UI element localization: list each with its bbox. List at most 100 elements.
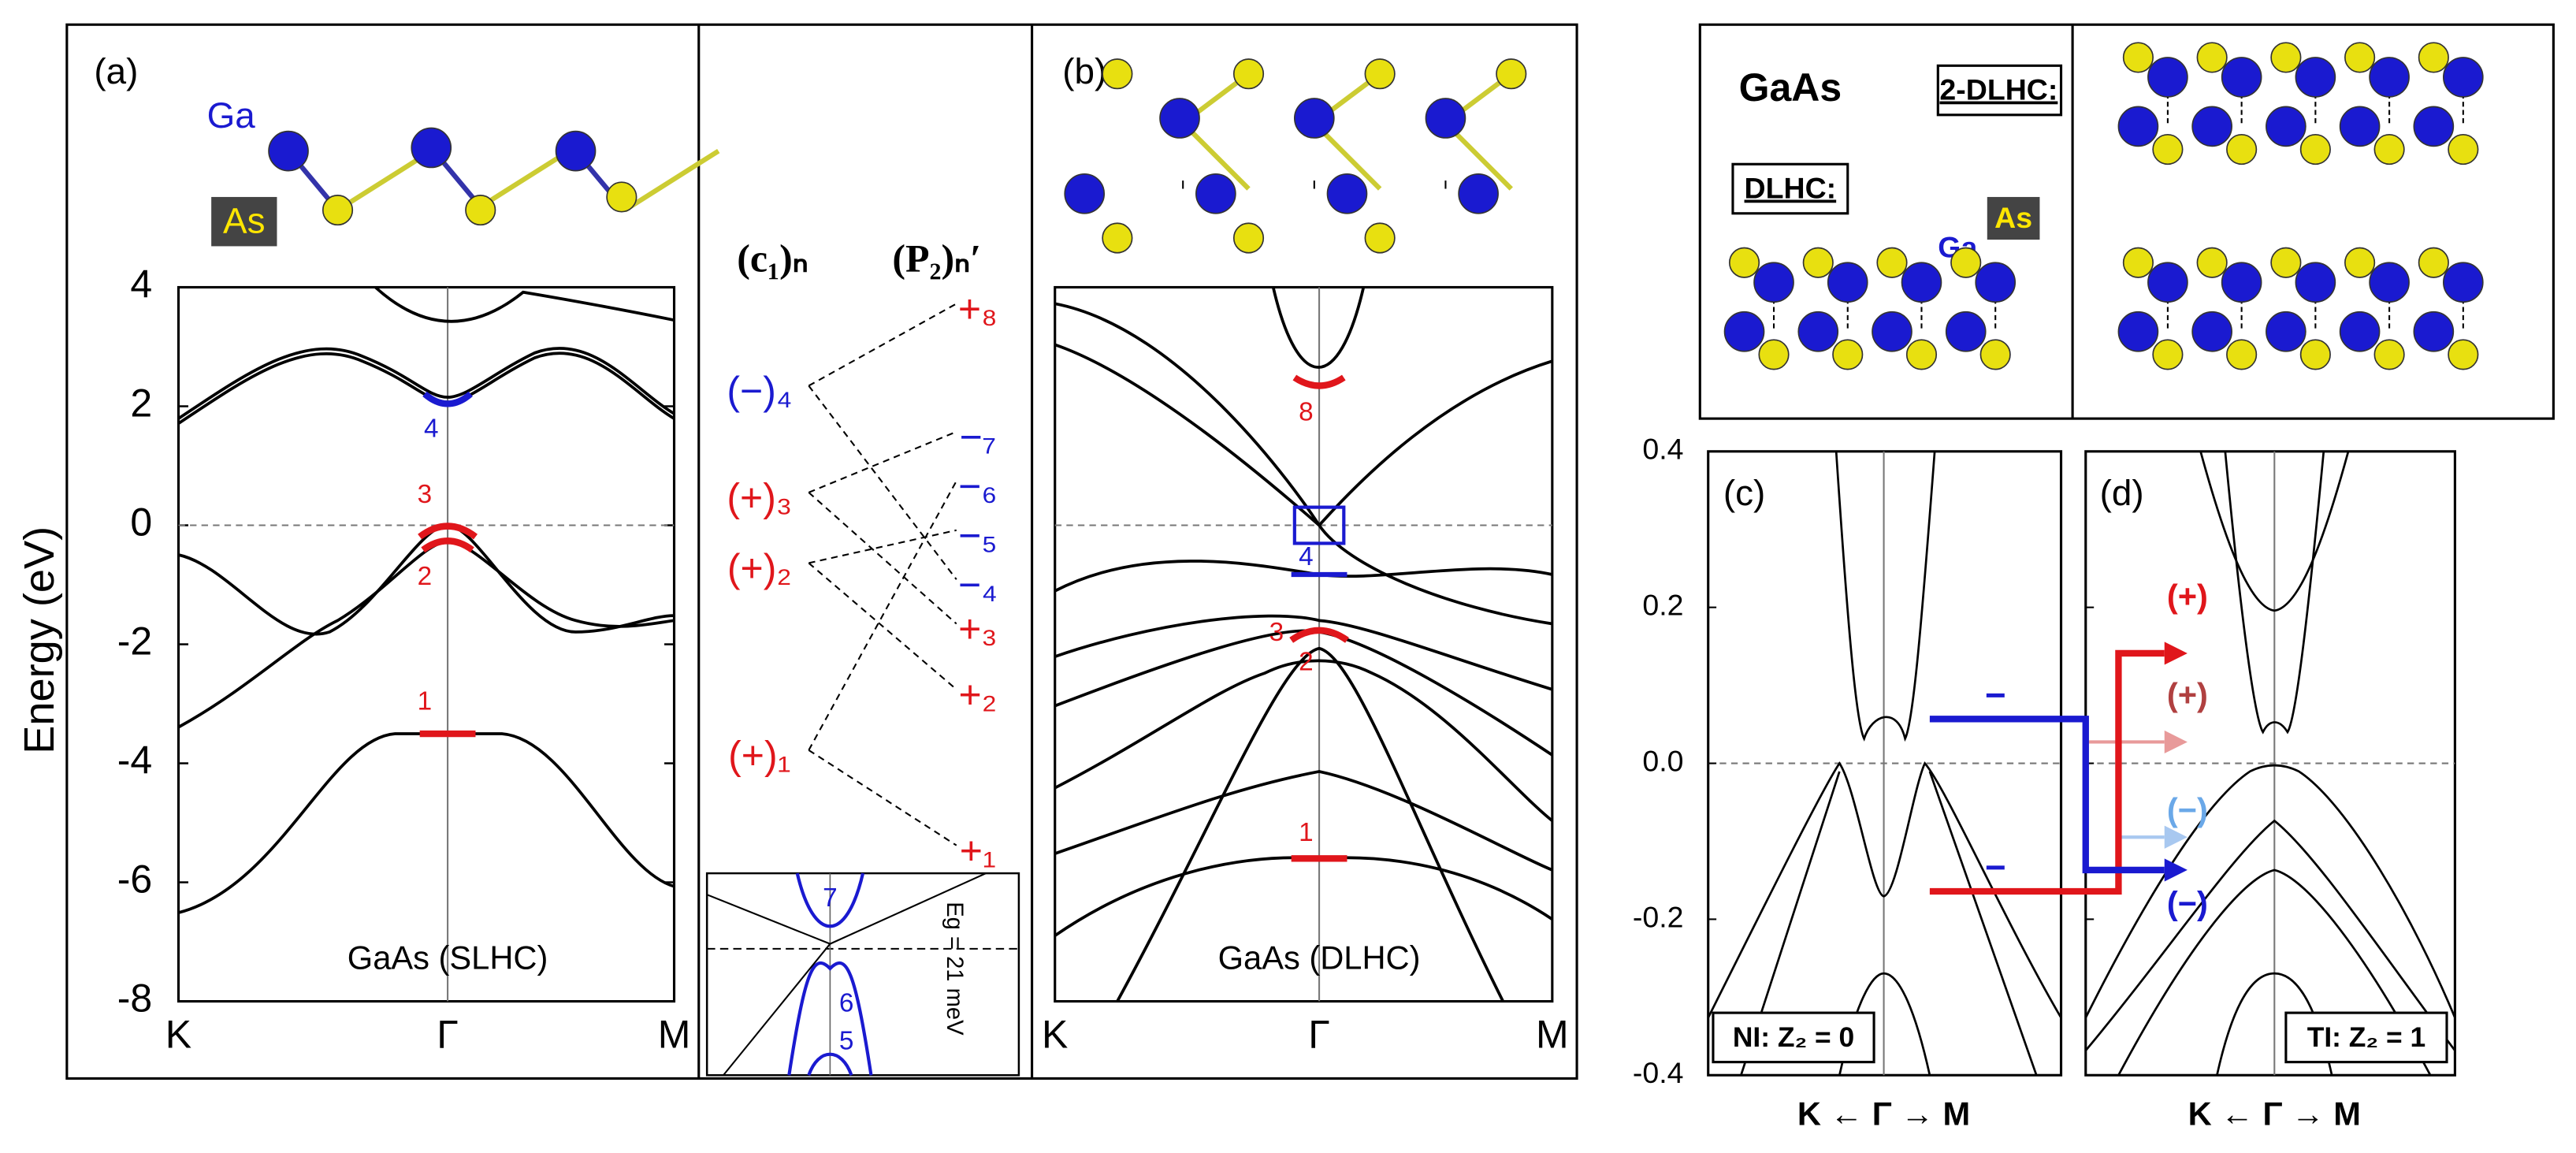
atom (1758, 339, 1790, 370)
x-tick-label: Γ (1308, 1013, 1330, 1057)
band-curve (1834, 451, 1936, 742)
caption-box (2284, 1011, 2448, 1064)
x-axis-label: K ← Γ → M (2188, 1095, 2361, 1132)
connector (808, 749, 957, 846)
atom (2221, 262, 2262, 303)
atom (2373, 339, 2405, 370)
atom (1802, 247, 1834, 278)
parity-label: +₈ (958, 287, 998, 331)
atom (1872, 311, 1912, 352)
atom (1458, 173, 1499, 214)
line (336, 148, 433, 213)
plot-frame (1054, 285, 1554, 1003)
band-index: 1 (1299, 818, 1314, 847)
y-tick-label: -8 (117, 976, 152, 1021)
atom (268, 130, 309, 172)
band-curve (1054, 856, 1553, 937)
structure-label: DLHC: (1745, 172, 1837, 205)
caption-box (1712, 1011, 1875, 1064)
band-curve (795, 872, 865, 928)
atom (1876, 247, 1908, 278)
band-curve (787, 961, 873, 1076)
atom (2339, 106, 2381, 147)
atom (555, 130, 597, 172)
x-axis-label: K ← Γ → M (1797, 1095, 1970, 1132)
atom (2448, 339, 2479, 370)
atom (2369, 57, 2410, 98)
arrow-head (2164, 642, 2188, 665)
atom (2147, 57, 2188, 98)
inset-frame (705, 872, 1020, 1077)
x-tick-label: K (1042, 1013, 1068, 1057)
band-curve (374, 286, 675, 323)
atom (2295, 57, 2336, 98)
structure-label: 2-DLHC: (1939, 73, 2057, 106)
connector (808, 303, 957, 387)
label-box (1936, 64, 2063, 117)
band-curve (2224, 451, 2325, 735)
atom (1945, 311, 1987, 352)
atom (1905, 339, 1938, 370)
x-tick-label: K (165, 1013, 191, 1057)
atom (2373, 133, 2405, 166)
panel-label: (d) (2100, 473, 2144, 513)
atom (2270, 42, 2302, 73)
caption: NI: Z₂ = 0 (1733, 1021, 1854, 1053)
band-curve (1928, 771, 2038, 1076)
highlight-box (1292, 505, 1346, 545)
band-curve (706, 894, 831, 945)
y-tick-label: -4 (117, 738, 152, 783)
parity-label: (+) (2167, 578, 2208, 615)
panel-label: (b) (1062, 51, 1106, 91)
caption: GaAs (DLHC) (1218, 939, 1421, 976)
connector (808, 562, 957, 690)
parity-label: −₆ (958, 464, 997, 508)
arrow (1929, 717, 2165, 744)
parity-label: +₃ (958, 607, 998, 651)
atom (1102, 222, 1133, 254)
atom (1326, 173, 1368, 214)
panel-label: (a) (94, 51, 138, 91)
atom (2299, 133, 2331, 166)
atom (1827, 262, 1868, 303)
band-curve (1707, 761, 2062, 1019)
x-tick-label: M (658, 1013, 691, 1057)
band-curve (2117, 868, 2432, 1076)
atom (2299, 339, 2331, 370)
atom (1102, 58, 1133, 90)
atom (1232, 58, 1265, 90)
band-curve (2084, 764, 2456, 1018)
panel-label: (c) (1723, 473, 1765, 513)
band-curve (2199, 451, 2350, 612)
atom (1425, 98, 1466, 139)
band-index: 6 (839, 989, 854, 1018)
band-index: 3 (418, 480, 433, 509)
atom-label: As (223, 200, 265, 240)
atom (2295, 262, 2336, 303)
parity-label: −₇ (960, 415, 996, 459)
y-tick-label: 0 (130, 500, 152, 545)
atom (2442, 57, 2484, 98)
atom (1159, 98, 1200, 139)
band-curve (2084, 819, 2456, 1051)
atom (2147, 262, 2188, 303)
connector (808, 385, 957, 580)
atom-label-bg (211, 196, 277, 247)
arrow (1929, 716, 2165, 874)
atom (2196, 42, 2228, 73)
atom (411, 127, 452, 169)
atom (2122, 42, 2154, 73)
band-curve (177, 351, 675, 425)
atom (1753, 262, 1794, 303)
atom (2344, 42, 2376, 73)
atom (606, 181, 637, 213)
structure-title: GaAs (1739, 65, 1842, 110)
band-highlight (418, 523, 478, 540)
left-frame (65, 23, 1578, 1080)
parity-label: (+)₃ (727, 475, 792, 519)
atom (2152, 339, 2184, 370)
atom (2191, 311, 2232, 352)
band-index: 1 (418, 686, 433, 716)
atom (2196, 247, 2228, 278)
